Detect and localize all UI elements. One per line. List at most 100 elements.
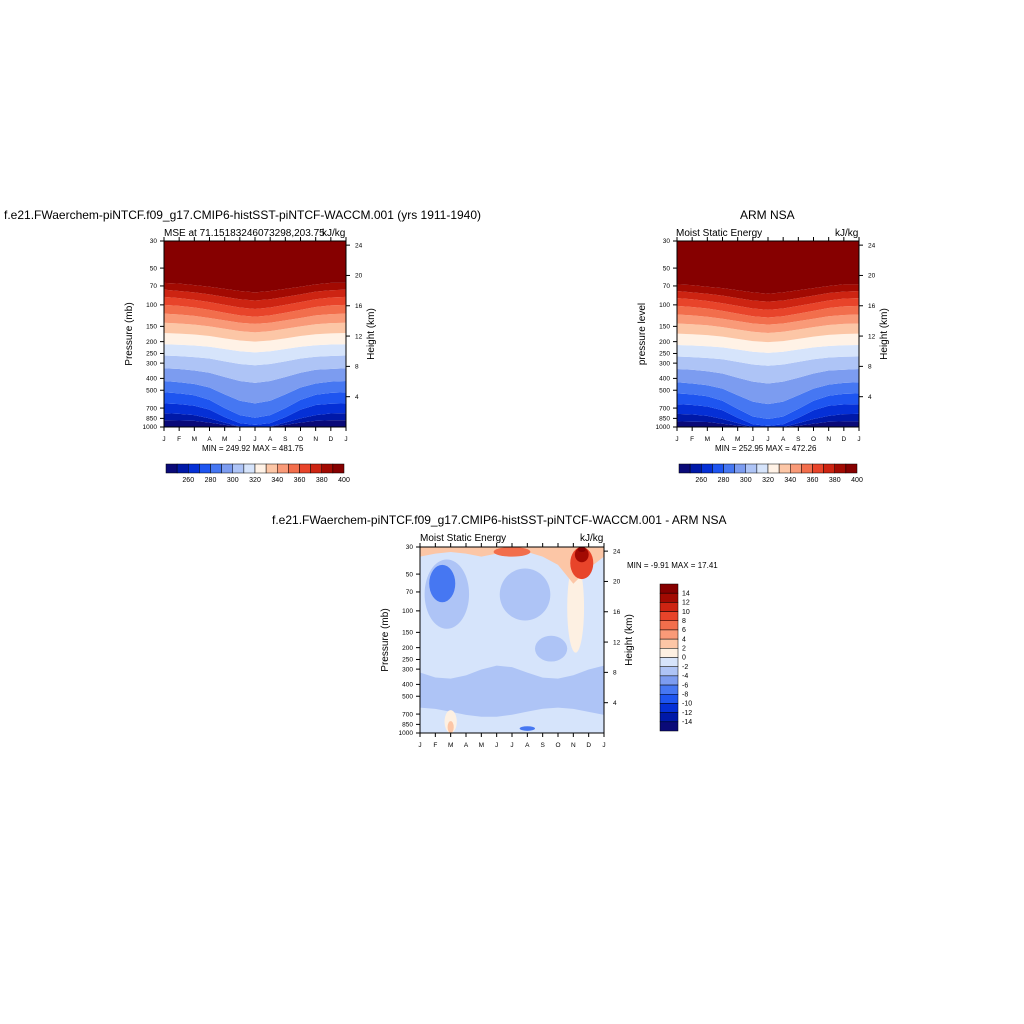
panel-diff-units: kJ/kg xyxy=(580,533,604,544)
plot-obs-xtick-label: J xyxy=(675,436,678,443)
colorbar-diff-swatch xyxy=(659,592,679,603)
plot-model-band xyxy=(164,241,346,293)
plot-diff-ytick-label: 150 xyxy=(402,630,413,637)
plot-model-ytick-label: 30 xyxy=(150,238,158,245)
colorbar-model-swatch xyxy=(199,463,211,474)
colorbar-diff-swatch xyxy=(659,712,679,723)
plot-obs-band xyxy=(677,291,859,310)
plot-obs-band xyxy=(677,333,859,353)
colorbar-model-label: 400 xyxy=(338,477,350,484)
colorbar-model-label: 360 xyxy=(294,477,306,484)
plot-diff-xtick-label: J xyxy=(510,742,513,749)
plot-diff-top-band xyxy=(420,547,604,584)
plot-model-xtick-label: O xyxy=(298,436,303,443)
colorbar-diff-swatch xyxy=(659,675,679,686)
colorbar-model-swatch xyxy=(188,463,200,474)
plot-model-band xyxy=(164,313,346,333)
plot-diff-blob xyxy=(499,568,551,621)
plot-diff-band xyxy=(420,665,604,717)
colorbar-diff-swatch xyxy=(659,666,679,677)
plot-diff-ytick-label: 200 xyxy=(402,645,413,652)
plot-obs-band xyxy=(677,298,859,318)
plot-obs-xtick-label: N xyxy=(826,436,831,443)
colorbar-model-swatch xyxy=(288,463,300,474)
plot-diff-blob xyxy=(424,559,470,629)
plot-model-xtick-label: M xyxy=(192,436,197,443)
plot-diff-y2tick-label: 16 xyxy=(613,609,621,616)
plot-obs-ytick-label: 100 xyxy=(659,302,670,309)
plot-model-xtick-label: A xyxy=(268,436,273,443)
plot-model-y2tick-label: 24 xyxy=(355,242,363,249)
colorbar-obs-swatch xyxy=(812,463,824,474)
panel-obs-units: kJ/kg xyxy=(835,228,859,239)
panel-diff-minmax: MIN = -9.91 MAX = 17.41 xyxy=(627,561,718,570)
colorbar-diff-label: 2 xyxy=(682,646,686,653)
plot-obs-band xyxy=(677,305,859,325)
plot-diff-blob xyxy=(535,635,568,662)
plot-model-xtick-label: J xyxy=(344,436,347,443)
plot-model-band xyxy=(164,333,346,353)
plot-model-band xyxy=(164,289,346,309)
plot-diff-frame xyxy=(419,546,605,734)
plot-diff-ytick-label: 50 xyxy=(406,571,414,578)
colorbar-obs-swatch xyxy=(701,463,713,474)
plot-diff-xtick-label: M xyxy=(479,742,484,749)
colorbar-obs-swatch xyxy=(767,463,780,474)
colorbar-diff-swatch xyxy=(659,629,679,640)
plot-obs-ytick-label: 700 xyxy=(659,405,670,412)
colorbar-diff-swatch xyxy=(659,602,679,612)
plot-obs-y2tick-label: 12 xyxy=(868,333,876,340)
plot-model-frame xyxy=(163,240,347,428)
colorbar-diff-swatch xyxy=(659,648,679,658)
colorbar-model-swatch xyxy=(277,463,289,474)
plot-diff-ytick-label: 250 xyxy=(402,657,413,664)
colorbar-obs-swatch xyxy=(734,463,746,474)
plot-model-ytick-label: 200 xyxy=(146,339,157,346)
plot-obs-band xyxy=(677,356,859,384)
plot-obs-y2label: Height (km) xyxy=(879,308,890,360)
colorbar-model-label: 340 xyxy=(271,477,283,484)
colorbar-diff-label: -6 xyxy=(682,682,688,689)
plot-model-band xyxy=(164,344,346,366)
plot-diff-ylabel: Pressure (mb) xyxy=(380,608,391,671)
colorbar-model-swatch xyxy=(243,463,256,474)
plot-model-xtick-label: M xyxy=(222,436,227,443)
plot-diff-ytick-label: 30 xyxy=(406,544,414,551)
plot-obs-ytick-label: 70 xyxy=(663,283,671,290)
colorbar-diff-swatch xyxy=(659,583,679,594)
colorbar-diff-label: -14 xyxy=(682,719,692,726)
colorbar-diff-label: 12 xyxy=(682,600,690,607)
colorbar-obs-swatch xyxy=(778,463,791,474)
plot-model-xtick-label: J xyxy=(253,436,256,443)
plot-obs-frame xyxy=(676,240,860,428)
colorbar-diff-label: 10 xyxy=(682,609,690,616)
plot-diff-xtick-label: J xyxy=(418,742,421,749)
plot-diff-y2tick-label: 12 xyxy=(613,639,621,646)
plot-obs-xtick-label: F xyxy=(690,436,694,443)
plot-model-band xyxy=(164,304,346,324)
plot-diff-ytick-label: 400 xyxy=(402,682,413,689)
panel-diff-left-label: Moist Static Energy xyxy=(420,533,507,544)
plot-model-band xyxy=(164,420,346,427)
plot-obs-band xyxy=(677,413,859,427)
colorbar-model-swatch xyxy=(165,463,178,474)
plot-obs-y2tick-label: 24 xyxy=(868,242,876,249)
plot-diff-xtick-label: F xyxy=(433,742,437,749)
plot-obs-y2tick-label: 16 xyxy=(868,303,876,310)
plot-model-xtick-label: S xyxy=(283,436,288,443)
plot-diff-xtick-label: A xyxy=(525,742,530,749)
plot-model-ylabel: Pressure (mb) xyxy=(124,302,135,365)
plot-obs-band xyxy=(677,382,859,419)
plot-diff-top-max xyxy=(570,547,594,580)
plot-diff-blob xyxy=(567,562,585,653)
plot-model-ytick-label: 250 xyxy=(146,351,157,358)
plot-diff-y2label: Height (km) xyxy=(624,614,635,666)
panel-obs-minmax: MIN = 252.95 MAX = 472.26 xyxy=(715,444,817,453)
plot-obs-xtick-label: M xyxy=(735,436,740,443)
colorbar-model-swatch xyxy=(221,463,233,474)
plot-model-ytick-label: 150 xyxy=(146,324,157,331)
colorbar-diff-swatch xyxy=(659,721,679,732)
plot-model-xtick-label: J xyxy=(162,436,165,443)
colorbar-model-swatch xyxy=(176,463,189,474)
plot-model-xtick-label: D xyxy=(328,436,333,443)
